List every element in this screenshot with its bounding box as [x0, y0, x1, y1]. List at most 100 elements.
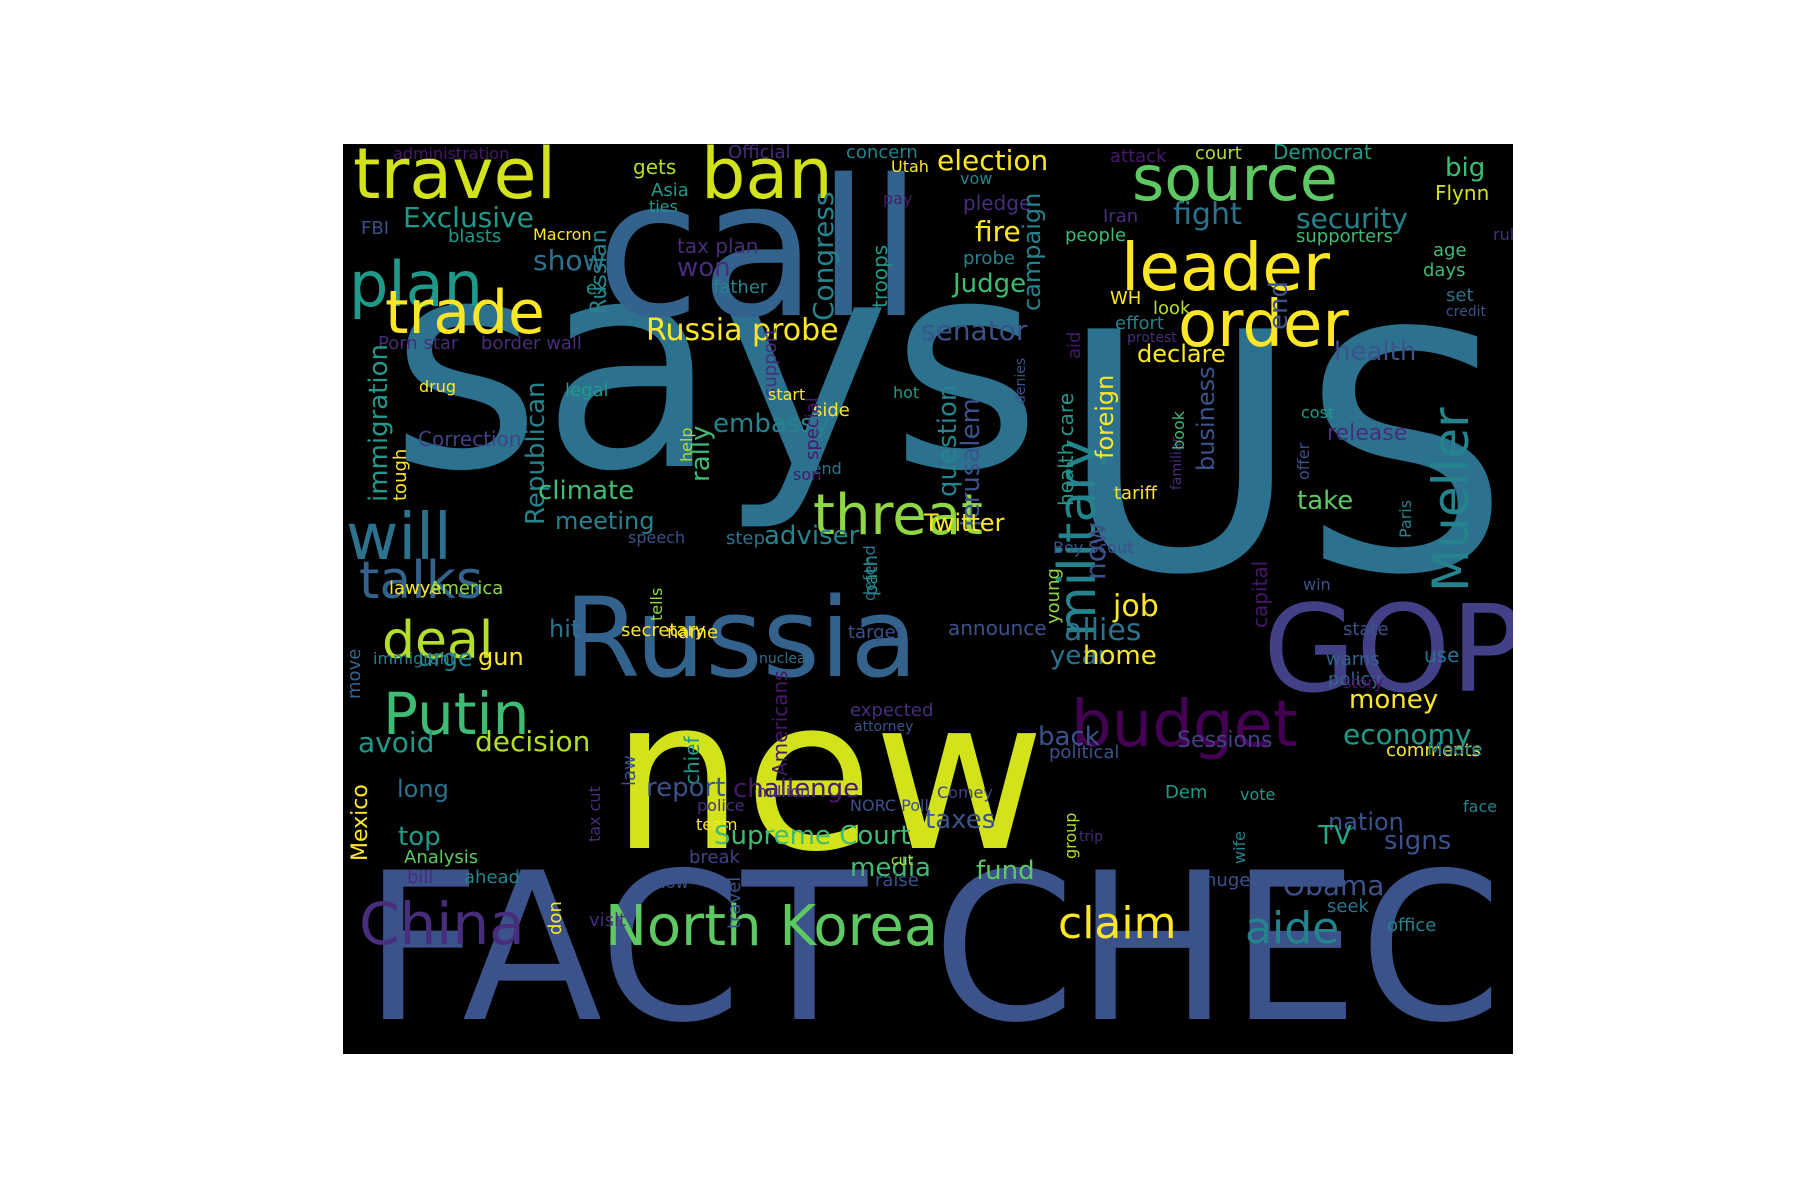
cloud-word-cost: cost — [1301, 403, 1334, 422]
cloud-word-policy: policy — [1328, 669, 1381, 690]
cloud-word-meeting: meeting — [555, 507, 654, 535]
cloud-word-look: look — [1153, 298, 1191, 319]
cloud-word-campaign: campaign — [1018, 193, 1046, 311]
cloud-word-familiar: familiar — [1169, 437, 1185, 490]
cloud-word-wife: wife — [1230, 831, 1249, 864]
cloud-word-young: young — [1043, 568, 1064, 624]
cloud-word-home: home — [1083, 641, 1157, 671]
cloud-word-wh: WH — [1110, 288, 1141, 309]
cloud-word-path: path — [861, 555, 882, 596]
cloud-word-plan: plan — [349, 248, 483, 321]
cloud-word-health: health — [1334, 337, 1416, 367]
cloud-word-show: show — [533, 244, 605, 277]
cloud-word-million: million — [757, 782, 810, 801]
cloud-word-vow: vow — [960, 169, 992, 188]
cloud-word-election: election — [937, 144, 1048, 177]
cloud-word-political: political — [1049, 742, 1119, 763]
cloud-word-mexico: Mexico — [348, 784, 373, 861]
cloud-word-correction: Correction — [418, 427, 521, 451]
cloud-word-climate: climate — [538, 476, 634, 506]
cloud-word-gop: GOP — [1263, 581, 1513, 720]
cloud-word-tax-cut: tax cut — [585, 786, 604, 842]
cloud-word-order: order — [1178, 288, 1349, 362]
cloud-word-putin: Putin — [383, 680, 529, 748]
cloud-word-says: says — [390, 198, 1042, 535]
cloud-word-expected: expected — [850, 700, 933, 721]
cloud-word-taxes: taxes — [925, 805, 995, 835]
cloud-word-name: name — [667, 622, 718, 643]
cloud-word-break: break — [689, 847, 741, 868]
cloud-word-source: source — [1132, 144, 1338, 215]
cloud-word-russia: Russia — [564, 574, 918, 702]
cloud-word-speech: speech — [628, 528, 685, 547]
cloud-word-legal: legal — [565, 380, 609, 401]
cloud-word-bill: bill — [407, 867, 433, 888]
cloud-word-military: military — [1048, 439, 1108, 637]
cloud-word-china: China — [359, 890, 525, 958]
cloud-word-challenge: challenge — [733, 774, 859, 804]
cloud-word-huge: huge — [1205, 870, 1250, 891]
cloud-word-state: state — [1343, 619, 1389, 640]
cloud-word-report: report — [646, 773, 725, 803]
cloud-word-congress: Congress — [807, 192, 840, 322]
cloud-word-democrat: Democrat — [1273, 144, 1372, 164]
cloud-word-business: business — [1192, 366, 1220, 471]
cloud-word-official: Official — [728, 144, 791, 163]
cloud-word-norc-poll: NORC Poll — [850, 796, 929, 815]
cloud-word-story: story — [1343, 673, 1383, 692]
cloud-word-team: team — [696, 815, 738, 834]
cloud-word-rule: rule — [1493, 225, 1513, 244]
cloud-word-law: law — [619, 755, 640, 786]
cloud-word-book: book — [1169, 410, 1188, 450]
cloud-word-security: security — [1296, 202, 1408, 235]
cloud-word-ties: ties — [649, 197, 678, 216]
cloud-word-capital: capital — [1248, 561, 1272, 628]
cloud-word-russia-probe: Russia probe — [646, 313, 839, 348]
cloud-word-comey: Comey — [937, 783, 993, 802]
cloud-word-ex: ex — [586, 278, 608, 299]
cloud-word-release: release — [1327, 421, 1407, 446]
cloud-word-flynn: Flynn — [1435, 181, 1489, 205]
cloud-word-deal: deal — [382, 611, 493, 671]
cloud-word-analysis: Analysis — [404, 847, 478, 868]
cloud-word-tells: tells — [647, 588, 666, 621]
cloud-word-father: father — [713, 277, 768, 298]
cloud-word-special: special — [802, 397, 823, 460]
cloud-word-denies: denies — [1013, 358, 1029, 404]
cloud-word-back: back — [1038, 722, 1100, 752]
cloud-word-concern: concern — [846, 144, 918, 163]
cloud-word-year: year — [1050, 641, 1108, 671]
cloud-word-trip: trip — [1079, 829, 1103, 845]
cloud-word-group: group — [1061, 813, 1080, 859]
cloud-word-aide: aide — [1245, 903, 1339, 954]
cloud-word-days: days — [1423, 260, 1466, 281]
cloud-word-declare: declare — [1137, 340, 1226, 368]
cloud-word-pay: pay — [883, 189, 912, 208]
cloud-word-health-care: health care — [1054, 393, 1078, 506]
cloud-word-economy: economy — [1343, 718, 1471, 751]
cloud-word-media: media — [850, 853, 931, 883]
cloud-word-tv: TV — [1317, 821, 1352, 851]
cloud-word-set: set — [1446, 285, 1474, 306]
cloud-word-cut: cut — [891, 853, 914, 869]
cloud-word-question: question — [933, 385, 963, 497]
cloud-word-urge: urge — [418, 644, 473, 672]
cloud-word-attorney: attorney — [854, 719, 913, 735]
cloud-word-move: move — [344, 649, 365, 699]
cloud-word-talks: talks — [359, 551, 483, 611]
cloud-word-win: win — [1303, 575, 1331, 594]
cloud-word-jerusalem: Jerusalem — [956, 398, 986, 529]
cloud-word-budget: budget — [1071, 688, 1298, 762]
cloud-word-republican: Republican — [521, 381, 551, 525]
cloud-word-top: top — [398, 822, 441, 852]
cloud-word-offer: offer — [1294, 442, 1313, 480]
cloud-word-administration: administration — [393, 144, 509, 163]
cloud-word-us: US — [1059, 263, 1510, 647]
cloud-word-twitter: Twitter — [923, 509, 1005, 537]
cloud-word-supreme-court: Supreme Court — [714, 821, 911, 851]
cloud-word-exclusive: Exclusive — [403, 201, 534, 234]
cloud-word-gets: gets — [633, 155, 676, 179]
cloud-word-visit: visit — [589, 910, 626, 931]
cloud-word-tax-plan: tax plan — [677, 234, 758, 258]
cloud-word-asia: Asia — [651, 180, 689, 201]
